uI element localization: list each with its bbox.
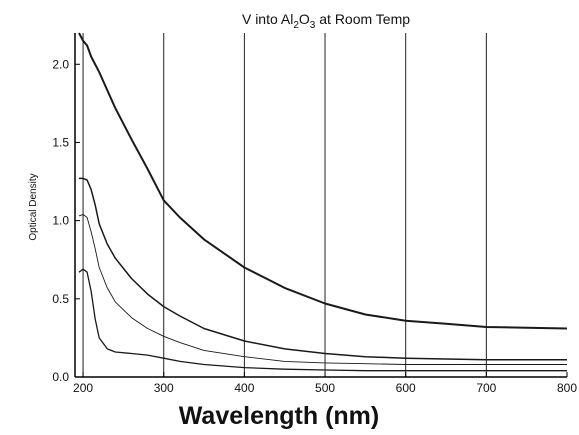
plot-background (75, 33, 567, 377)
y-tick-label: 1.0 (52, 214, 69, 228)
series-line (78, 213, 567, 365)
series-line (78, 268, 567, 372)
x-tick-label: 500 (315, 381, 335, 395)
y-tick-label: 0.0 (52, 370, 69, 384)
x-tick-label: 800 (557, 381, 577, 395)
series-line (78, 32, 568, 330)
chart-title: V into Al2O3 at Room Temp (242, 11, 410, 31)
plot-area (75, 33, 567, 377)
gridlines (82, 33, 487, 377)
y-tick-label: 1.5 (52, 135, 69, 149)
x-tick-label: 700 (476, 381, 496, 395)
chart-title-part: V into Al (242, 11, 293, 27)
chart-title-part: 3 (310, 20, 316, 31)
ticks: 200 300 400 500 600 700 800 0.0 0.5 1.0 1.5 2.0 (52, 57, 577, 395)
series-line (79, 177, 567, 361)
x-axis-label: Wavelength (nm) (179, 402, 379, 430)
x-tick-label: 600 (396, 381, 416, 395)
series-layer (78, 32, 568, 372)
x-tick-label: 200 (73, 381, 93, 395)
x-tick-label: 300 (154, 381, 174, 395)
x-tick-label: 400 (234, 381, 254, 395)
chart-title-part: at Room Temp (315, 11, 410, 27)
y-tick-label: 2.0 (52, 57, 69, 71)
axes (74, 33, 567, 378)
chart-title-part: O (299, 11, 310, 27)
y-tick-label: 0.5 (52, 292, 69, 306)
chart-title-part: 2 (293, 20, 299, 31)
y-axis-label: Optical Density (28, 173, 39, 240)
